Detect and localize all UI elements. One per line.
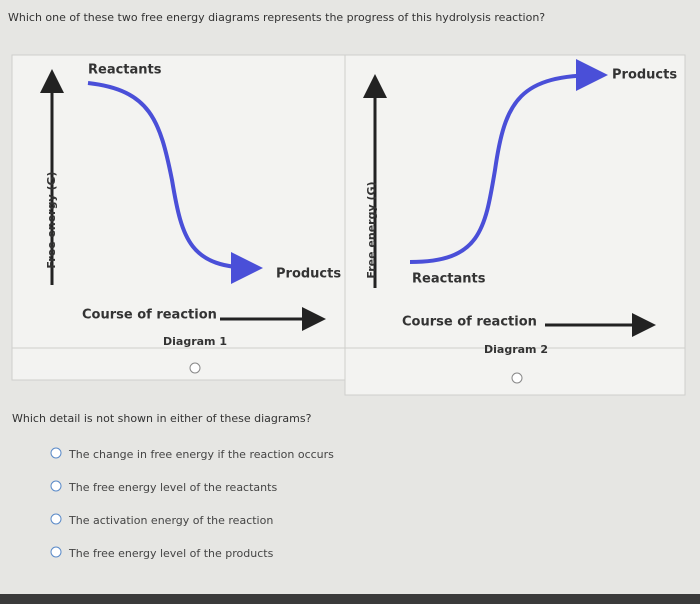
y-axis-label: Free energy (G) xyxy=(365,181,378,278)
x-axis-label: Course of reaction xyxy=(402,315,537,330)
radio-button[interactable] xyxy=(50,546,62,558)
diagram-panel xyxy=(344,54,686,396)
radio-button[interactable] xyxy=(511,372,523,384)
y-axis-label: Free energy (G) xyxy=(45,171,58,268)
caption: Diagram 1 xyxy=(163,335,227,348)
end-label: Products xyxy=(276,267,341,282)
question: Which one of these two free energy diagr… xyxy=(8,11,545,24)
start-label: Reactants xyxy=(88,63,162,78)
energy-curve xyxy=(87,81,263,284)
question: Which detail is not shown in either of t… xyxy=(12,412,312,425)
radio-button[interactable] xyxy=(50,513,62,525)
option-label[interactable]: The change in free energy if the reactio… xyxy=(68,448,334,461)
radio-button[interactable] xyxy=(50,480,62,492)
end-label: Products xyxy=(612,68,677,83)
options: The change in free energy if the reactio… xyxy=(50,447,334,560)
option-label[interactable]: The free energy level of the reactants xyxy=(68,481,277,494)
energy-curve xyxy=(409,59,608,264)
option-label[interactable]: The free energy level of the products xyxy=(68,547,274,560)
option-label[interactable]: The activation energy of the reaction xyxy=(68,514,273,527)
x-axis-label: Course of reaction xyxy=(82,308,217,323)
radio-button[interactable] xyxy=(50,447,62,459)
caption: Diagram 2 xyxy=(484,343,548,356)
bottom-edge xyxy=(0,594,700,604)
start-label: Reactants xyxy=(412,272,486,287)
radio-button[interactable] xyxy=(189,362,201,374)
